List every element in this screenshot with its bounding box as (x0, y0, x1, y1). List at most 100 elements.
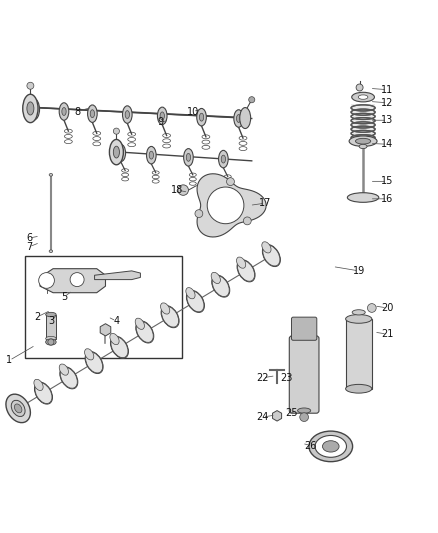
Ellipse shape (85, 352, 102, 373)
Ellipse shape (186, 154, 191, 161)
Ellipse shape (111, 337, 128, 358)
Text: 14: 14 (381, 139, 393, 149)
Ellipse shape (88, 105, 97, 123)
Ellipse shape (49, 174, 53, 176)
Ellipse shape (240, 108, 251, 128)
Text: 11: 11 (381, 85, 393, 95)
Ellipse shape (262, 242, 271, 253)
Text: 20: 20 (381, 303, 393, 313)
Ellipse shape (85, 349, 94, 360)
Ellipse shape (346, 384, 372, 393)
Ellipse shape (322, 441, 339, 452)
Ellipse shape (110, 140, 124, 165)
Ellipse shape (90, 110, 95, 118)
Ellipse shape (297, 408, 311, 413)
Circle shape (27, 82, 34, 89)
Text: 26: 26 (304, 440, 317, 450)
Ellipse shape (212, 276, 229, 296)
Text: 16: 16 (381, 194, 393, 204)
Ellipse shape (263, 245, 280, 266)
Ellipse shape (46, 312, 56, 317)
Ellipse shape (161, 306, 179, 328)
Circle shape (178, 185, 188, 195)
Polygon shape (95, 271, 141, 280)
Ellipse shape (184, 149, 193, 166)
Text: 1: 1 (7, 356, 13, 365)
Circle shape (249, 96, 255, 103)
Ellipse shape (309, 431, 353, 462)
Ellipse shape (147, 147, 156, 164)
Circle shape (244, 217, 251, 225)
Ellipse shape (62, 108, 66, 116)
Circle shape (113, 128, 120, 134)
Ellipse shape (135, 318, 145, 329)
Text: 18: 18 (171, 185, 184, 195)
Ellipse shape (262, 245, 280, 266)
Ellipse shape (237, 257, 246, 268)
Text: 22: 22 (256, 373, 269, 383)
Ellipse shape (27, 102, 34, 115)
Circle shape (226, 177, 234, 185)
Ellipse shape (46, 336, 56, 341)
Ellipse shape (221, 155, 226, 163)
Ellipse shape (160, 303, 170, 314)
Ellipse shape (199, 113, 204, 121)
Ellipse shape (356, 139, 371, 144)
Ellipse shape (359, 144, 367, 149)
Circle shape (367, 304, 376, 312)
Ellipse shape (186, 288, 195, 299)
Circle shape (70, 272, 84, 287)
Bar (46, 314, 56, 338)
Ellipse shape (59, 364, 68, 375)
Text: 24: 24 (257, 412, 269, 422)
Ellipse shape (119, 149, 123, 157)
Ellipse shape (49, 250, 53, 253)
Text: 8: 8 (74, 107, 80, 117)
Ellipse shape (110, 334, 119, 345)
Ellipse shape (60, 367, 78, 388)
Ellipse shape (31, 104, 36, 114)
Text: 15: 15 (381, 176, 393, 187)
Ellipse shape (346, 314, 372, 323)
Ellipse shape (113, 146, 120, 158)
Ellipse shape (157, 107, 167, 125)
Ellipse shape (149, 151, 153, 159)
Ellipse shape (6, 394, 30, 423)
Ellipse shape (349, 136, 377, 147)
Polygon shape (100, 324, 111, 336)
Ellipse shape (11, 400, 25, 416)
Text: 6: 6 (26, 233, 32, 243)
Text: 7: 7 (26, 242, 32, 252)
Ellipse shape (23, 94, 38, 123)
Ellipse shape (237, 261, 254, 281)
Ellipse shape (187, 291, 204, 312)
Text: 4: 4 (113, 316, 120, 326)
Ellipse shape (187, 290, 205, 312)
Ellipse shape (237, 115, 241, 123)
FancyBboxPatch shape (289, 336, 319, 413)
Ellipse shape (136, 321, 153, 342)
Text: 2: 2 (35, 312, 41, 322)
Bar (351, 103, 375, 138)
FancyBboxPatch shape (291, 317, 317, 340)
Ellipse shape (352, 310, 365, 315)
Circle shape (356, 84, 363, 91)
Ellipse shape (85, 352, 103, 374)
Text: 19: 19 (353, 266, 365, 276)
Ellipse shape (162, 306, 179, 327)
Ellipse shape (46, 339, 56, 345)
Ellipse shape (60, 367, 78, 389)
Text: 9: 9 (157, 117, 163, 127)
Ellipse shape (212, 275, 230, 297)
Ellipse shape (237, 260, 255, 282)
Bar (346, 319, 372, 389)
Text: 23: 23 (280, 373, 293, 383)
Text: 25: 25 (285, 408, 297, 418)
Circle shape (207, 187, 244, 224)
Ellipse shape (352, 92, 374, 102)
Text: 12: 12 (381, 98, 393, 108)
Circle shape (48, 339, 54, 345)
Ellipse shape (116, 144, 126, 161)
Text: 3: 3 (48, 316, 54, 326)
Ellipse shape (110, 336, 128, 358)
